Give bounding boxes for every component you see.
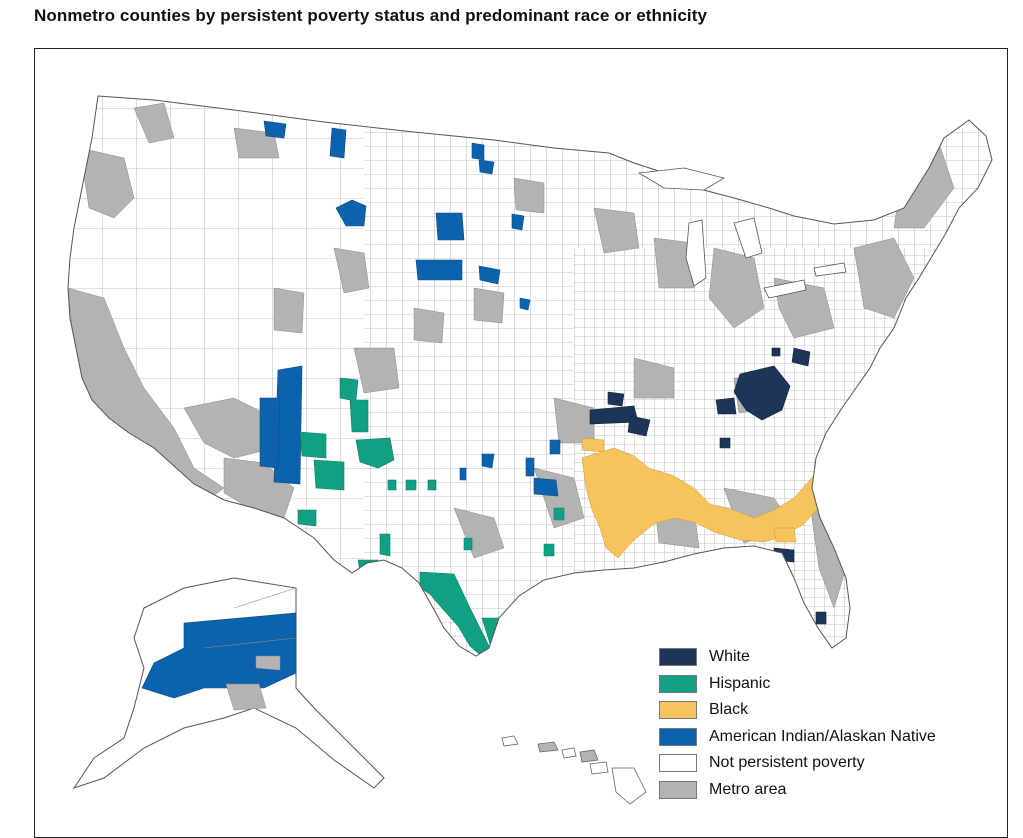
- us-county-map: [67, 95, 993, 805]
- great-lakes: [637, 167, 847, 299]
- legend-label-aian: American Indian/Alaskan Native: [709, 727, 936, 745]
- alaska: [72, 577, 385, 789]
- legend-swatch-not-persistent: [659, 754, 697, 773]
- legend-item-hispanic: Hispanic: [659, 671, 936, 698]
- legend-swatch-metro: [659, 780, 697, 799]
- legend-label-metro: Metro area: [709, 780, 787, 798]
- legend-label-hispanic: Hispanic: [709, 674, 771, 692]
- hawaii: [501, 735, 647, 805]
- legend-label-not-persistent: Not persistent poverty: [709, 754, 865, 772]
- legend-item-not-persistent: Not persistent poverty: [659, 750, 936, 777]
- legend-item-white: White: [659, 644, 936, 671]
- legend-item-metro: Metro area: [659, 777, 936, 804]
- legend-item-black: Black: [659, 697, 936, 724]
- legend-swatch-black: [659, 701, 697, 720]
- legend-swatch-aian: [659, 727, 697, 746]
- conus-base: [67, 95, 993, 657]
- aian-counties: [259, 120, 561, 497]
- legend-label-black: Black: [709, 701, 749, 719]
- legend-swatch-white: [659, 648, 697, 667]
- map-legend: White Hispanic Black American Indian/Ala…: [659, 644, 936, 803]
- legend-label-white: White: [709, 648, 750, 666]
- map-title: Nonmetro counties by persistent poverty …: [34, 6, 708, 25]
- legend-item-aian: American Indian/Alaskan Native: [659, 724, 936, 751]
- legend-swatch-hispanic: [659, 674, 697, 693]
